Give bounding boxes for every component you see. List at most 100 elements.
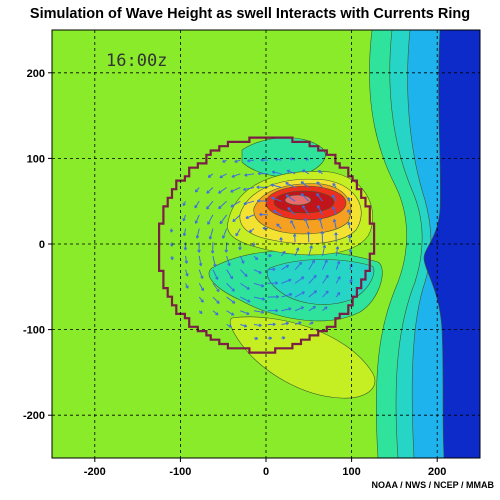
chart-title: Simulation of Wave Height as swell Inter… — [29, 6, 471, 22]
vector-arrow-head — [347, 197, 351, 201]
y-axis-ticks: -200 -100 0 100 200 — [23, 68, 52, 422]
vector-arrow-head — [243, 187, 247, 192]
vector-arrow — [196, 228, 200, 239]
vector-arrow-head — [231, 312, 235, 316]
vector-arrow-head — [300, 181, 304, 185]
vector-arrow-head — [222, 159, 226, 163]
vector-arrow — [247, 159, 255, 162]
vector-arrow — [276, 223, 282, 229]
vector-arrow-head — [324, 259, 328, 263]
vector-arrow-head — [219, 174, 223, 179]
vector-arrow — [226, 296, 236, 304]
vector-arrow-head — [221, 235, 226, 239]
vector-arrow-head — [244, 273, 248, 277]
vector-arrow — [245, 214, 255, 219]
vector-arrow-head — [286, 169, 290, 173]
vector-arrow — [302, 169, 310, 175]
vector-arrow — [304, 218, 310, 229]
vector-arrow-head — [268, 253, 272, 258]
vector-arrow-head — [228, 324, 232, 328]
vector-arrow — [185, 269, 189, 277]
vector-arrow-head — [331, 194, 336, 198]
timestamp-label: 16:00z — [106, 51, 167, 71]
vector-arrow-head — [289, 157, 293, 161]
vector-arrow — [349, 249, 352, 257]
vector-arrow — [332, 206, 337, 216]
vector-arrow-head — [258, 323, 262, 328]
vector-arrow — [322, 290, 329, 298]
vector-arrow — [335, 261, 340, 270]
vector-arrow-head — [195, 235, 200, 239]
vector-arrow-head — [182, 233, 187, 237]
vector-arrow — [183, 228, 187, 236]
vector-arrow — [308, 306, 316, 312]
vector-arrow — [253, 282, 265, 287]
vector-arrow-head — [230, 204, 234, 208]
vector-arrow-head — [302, 205, 306, 209]
vector-arrow-head — [301, 276, 305, 280]
vector-arrow — [281, 279, 292, 284]
vector-arrow — [319, 217, 323, 229]
vector-arrow-head — [256, 199, 260, 203]
vector-arrow-head — [336, 260, 341, 265]
vector-arrow — [272, 171, 282, 175]
current-ring-boundary — [158, 136, 376, 354]
vector-arrow-head — [245, 215, 249, 220]
vector-arrow — [212, 296, 220, 304]
vector-arrow-head — [207, 174, 212, 178]
y-tick-label: 0 — [39, 239, 45, 251]
vector-arrow-head — [260, 158, 264, 162]
vector-arrow — [316, 181, 323, 188]
vector-arrow-head — [208, 236, 213, 240]
vector-arrow-head — [197, 249, 201, 253]
vector-arrow-head — [218, 190, 222, 194]
vector-arrow — [240, 296, 251, 303]
y-tick-label: -100 — [23, 325, 45, 337]
vector-arrow — [218, 200, 227, 209]
vector-arrow — [212, 283, 220, 292]
vector-arrow-head — [288, 307, 292, 311]
vector-arrow-head — [332, 219, 337, 223]
vector-arrow-head — [200, 287, 204, 292]
vector-arrow-head — [282, 336, 286, 340]
vector-arrow-head — [216, 288, 220, 293]
vector-arrow-head — [335, 246, 340, 250]
vector-arrow — [322, 245, 326, 257]
vector-arrow — [206, 200, 214, 210]
vector-arrow-head — [347, 209, 351, 213]
vector-arrow-head — [232, 218, 236, 222]
vector-arrow — [243, 187, 255, 191]
contour-low-2-trough — [266, 259, 375, 305]
vector-arrow — [316, 193, 323, 202]
vector-arrow-head — [262, 226, 266, 231]
vector-arrow-head — [285, 321, 289, 326]
vector-arrow — [232, 214, 241, 222]
vector-arrow — [240, 310, 250, 315]
vector-arrow-head — [298, 261, 303, 266]
grid-lines — [52, 30, 480, 458]
y-tick-label: -200 — [23, 410, 45, 422]
vector-arrow-head — [336, 291, 341, 296]
vector-arrow-head — [276, 223, 280, 227]
vector-arrow-head — [243, 324, 248, 328]
vector-arrow-head — [348, 249, 353, 253]
vector-arrow-head — [261, 297, 266, 301]
vector-arrow — [209, 228, 214, 240]
x-tick-label: 200 — [428, 466, 446, 478]
x-tick-label: 0 — [263, 466, 269, 478]
vector-arrow — [286, 170, 296, 175]
vector-arrow-head — [247, 299, 251, 303]
vector-arrow — [300, 193, 310, 202]
vector-arrow-head — [304, 218, 308, 222]
vector-arrow-head — [289, 292, 293, 297]
vector-arrow-head — [200, 299, 204, 303]
vector-arrow — [308, 245, 313, 257]
vector-arrow — [194, 200, 200, 209]
vector-arrow-head — [182, 218, 186, 222]
vector-arrow-head — [271, 170, 276, 174]
vector-arrow-head — [317, 170, 322, 174]
vector-arrow — [267, 268, 276, 271]
vector-arrow-head — [285, 264, 290, 268]
vector-arrow — [239, 269, 248, 277]
